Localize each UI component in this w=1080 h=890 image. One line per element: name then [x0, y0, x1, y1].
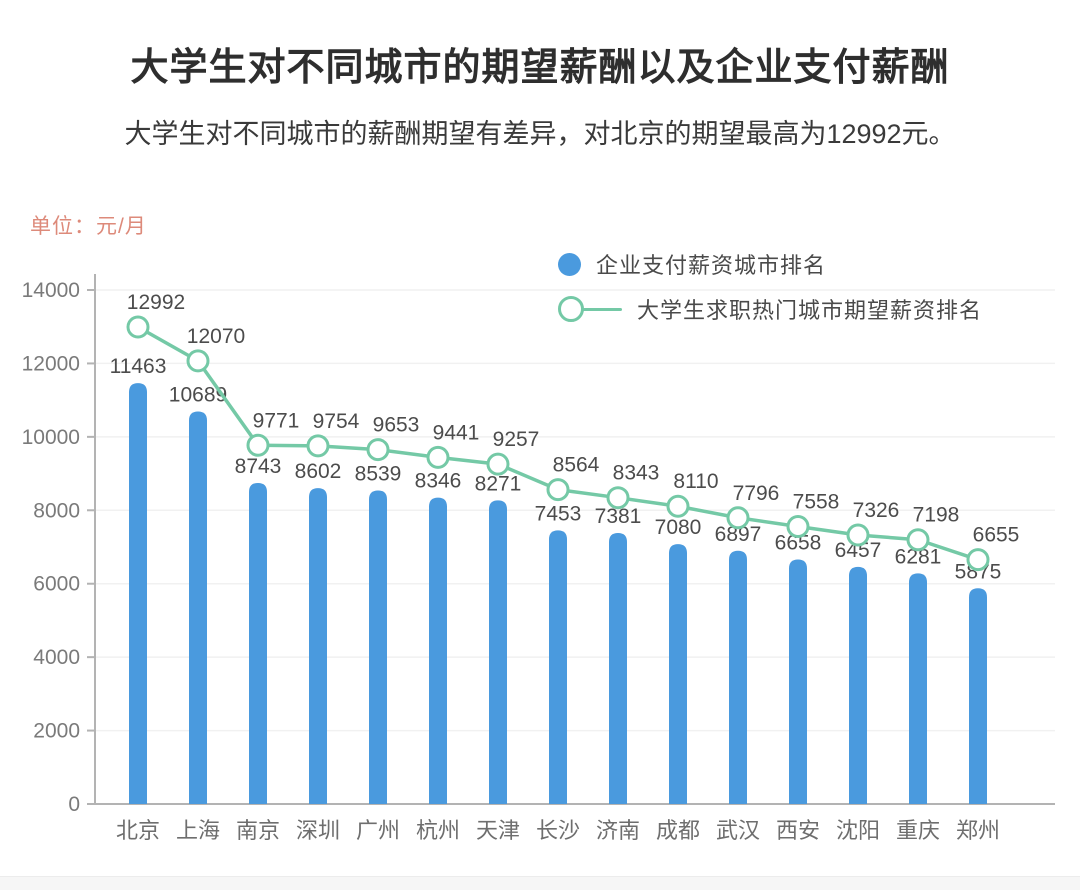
city-label: 济南	[596, 818, 640, 843]
line-point-marker	[546, 478, 570, 502]
city-label: 上海	[176, 818, 220, 843]
y-tick-label: 10000	[22, 426, 80, 449]
bar-value-label: 7080	[655, 516, 702, 539]
city-label: 南京	[236, 818, 280, 843]
bar-value-label: 8743	[235, 455, 282, 478]
salary-bar	[969, 588, 987, 804]
line-value-label: 7558	[793, 491, 840, 514]
open-circle-line-icon	[558, 294, 622, 324]
y-tick-label: 4000	[33, 646, 80, 669]
city-label: 天津	[476, 818, 520, 843]
salary-bar	[489, 500, 507, 804]
salary-bar	[909, 573, 927, 804]
line-value-label: 9441	[433, 421, 480, 444]
line-value-label: 12992	[127, 291, 185, 314]
bar-value-label: 11463	[110, 355, 167, 378]
filled-circle-icon	[558, 252, 581, 276]
chart-title: 大学生对不同城市的期望薪酬以及企业支付薪酬	[130, 47, 950, 89]
bar-value-label: 6658	[775, 532, 822, 555]
bar-value-label: 8346	[415, 470, 462, 493]
salary-bar	[309, 488, 327, 804]
city-label: 北京	[116, 818, 160, 843]
line-value-label: 7796	[733, 482, 780, 505]
chart-subtitle: 大学生对不同城市的薪酬期望有差异，对北京的期望最高为12992元。	[124, 119, 956, 149]
chart-legend: 企业支付薪资城市排名 大学生求职热门城市期望薪资排名	[558, 249, 982, 324]
salary-chart: 0 2000 4000 6000 8000 10000 12000 14000 11463106…	[22, 274, 1055, 843]
line-value-label: 12070	[187, 325, 245, 348]
line-value-label: 6655	[973, 524, 1020, 547]
legend-label-company-pay: 企业支付薪资城市排名	[596, 253, 827, 278]
salary-bar	[189, 411, 207, 804]
bar-value-label: 6281	[895, 545, 942, 568]
city-label: 郑州	[956, 818, 1000, 843]
bar-value-label: 5875	[955, 560, 1002, 583]
bar-value-label: 6457	[835, 539, 882, 562]
city-label: 广州	[356, 818, 400, 843]
line-point-marker	[186, 349, 210, 373]
salary-bar	[249, 483, 267, 804]
salary-bar	[789, 559, 807, 804]
salary-bar	[129, 383, 147, 804]
line-value-label: 8343	[613, 462, 660, 485]
bar-value-label: 7381	[595, 505, 642, 528]
line-value-label: 7198	[913, 504, 960, 527]
line-point-marker	[486, 452, 510, 476]
legend-open-circle	[558, 296, 584, 322]
y-tick-label: 2000	[33, 720, 80, 743]
line-value-label: 9653	[373, 414, 420, 437]
line-point-marker	[726, 506, 750, 530]
legend-line-segment	[582, 307, 622, 311]
y-tick-label: 12000	[22, 352, 80, 375]
city-label: 长沙	[536, 818, 580, 843]
line-point-marker	[306, 434, 330, 458]
bar-value-label: 10689	[169, 384, 227, 407]
city-label: 杭州	[416, 818, 460, 843]
city-label: 深圳	[296, 818, 340, 843]
y-tick-label: 0	[68, 793, 80, 816]
salary-bar	[669, 544, 687, 804]
city-label: 西安	[776, 818, 820, 843]
line-value-label: 8564	[553, 454, 600, 477]
line-value-label: 7326	[853, 499, 900, 522]
salary-bar	[729, 550, 747, 804]
bar-value-label: 6897	[715, 523, 762, 546]
city-label: 重庆	[896, 818, 940, 843]
bar-value-label: 8271	[475, 472, 522, 495]
city-label: 武汉	[716, 818, 760, 843]
line-point-marker	[906, 528, 930, 552]
salary-bar	[549, 530, 567, 804]
bar-value-label: 8602	[295, 460, 342, 483]
legend-item-company-pay: 企业支付薪资城市排名	[558, 249, 982, 279]
legend-label-expected-salary: 大学生求职热门城市期望薪资排名	[637, 298, 983, 323]
line-value-label: 9754	[313, 410, 360, 433]
bar-value-label: 7453	[535, 502, 582, 525]
unit-label: 单位：元/月	[30, 215, 147, 238]
y-tick-label: 8000	[33, 499, 80, 522]
line-point-marker	[666, 494, 690, 518]
line-point-marker	[606, 486, 630, 510]
salary-bar	[369, 490, 387, 804]
city-label: 沈阳	[836, 818, 880, 843]
line-point-marker	[126, 315, 150, 339]
line-value-label: 9771	[253, 409, 300, 432]
line-value-label: 8110	[673, 470, 718, 493]
bar-value-label: 8539	[355, 462, 402, 485]
salary-bar	[429, 497, 447, 804]
y-tick-label: 6000	[33, 573, 80, 596]
page-bottom-edge	[0, 876, 1080, 890]
line-point-marker	[426, 445, 450, 469]
line-point-marker	[846, 523, 870, 547]
legend-item-expected-salary: 大学生求职热门城市期望薪资排名	[558, 294, 982, 324]
y-tick-label: 14000	[22, 279, 80, 302]
salary-bar	[609, 533, 627, 804]
line-point-marker	[366, 438, 390, 462]
line-value-label: 9257	[493, 428, 540, 451]
line-point-marker	[246, 433, 270, 457]
salary-bar	[849, 566, 867, 804]
city-label: 成都	[656, 818, 700, 843]
line-point-marker	[786, 515, 810, 539]
line-point-marker	[966, 548, 990, 572]
